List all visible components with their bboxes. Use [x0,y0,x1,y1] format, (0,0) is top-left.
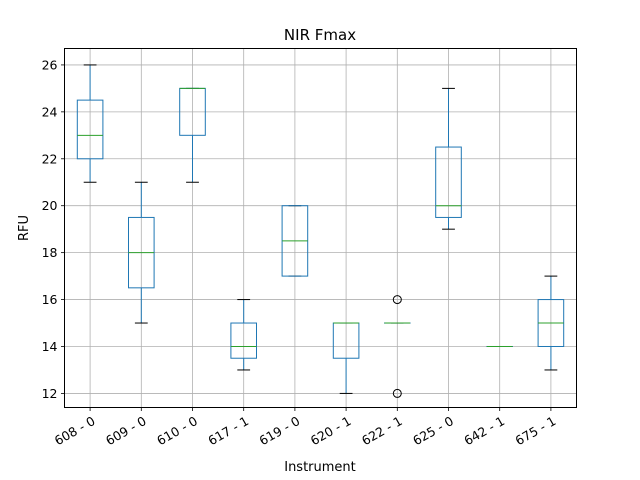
outlier-point [392,388,402,398]
plot-frame [64,48,577,408]
x-tick-label: 617 - 1 [205,413,251,448]
y-tick-label: 24 [42,104,58,119]
y-tick-label: 14 [42,339,58,354]
box-1 [76,64,104,183]
box-6 [332,322,360,394]
grid-lines [64,48,577,408]
box-body [230,322,257,359]
x-tick-label: 620 - 1 [308,413,354,448]
x-axis-label: Instrument [284,460,356,475]
chart-title: NIR Fmax [284,26,356,44]
y-tick-label: 20 [42,198,58,213]
x-tick-label: 622 - 1 [359,413,405,448]
x-tick-label: 625 - 0 [410,413,456,448]
box-10 [537,275,565,371]
x-tick-label: 642 - 1 [461,413,507,448]
box-4 [230,299,257,371]
box-3 [179,87,206,183]
y-tick-label: 16 [42,292,58,307]
outlier-point [392,295,402,305]
box-body [435,146,462,218]
box-5 [281,205,309,277]
y-axis-label: RFU [17,215,32,241]
box-8 [435,87,462,230]
box-7 [384,295,411,398]
x-tick-label: 675 - 1 [513,413,559,448]
box-2 [128,181,155,324]
x-tick-label: 610 - 0 [154,413,200,448]
box-body [76,99,104,160]
y-tick-label: 18 [42,245,58,260]
y-tick-label: 26 [42,57,58,72]
y-tick-label: 12 [42,386,58,401]
y-tick-label: 22 [42,151,58,166]
x-tick-label: 608 - 0 [52,413,98,448]
x-tick-label: 619 - 0 [257,413,303,448]
boxes [76,64,565,398]
x-tick-label: 609 - 0 [103,413,149,448]
